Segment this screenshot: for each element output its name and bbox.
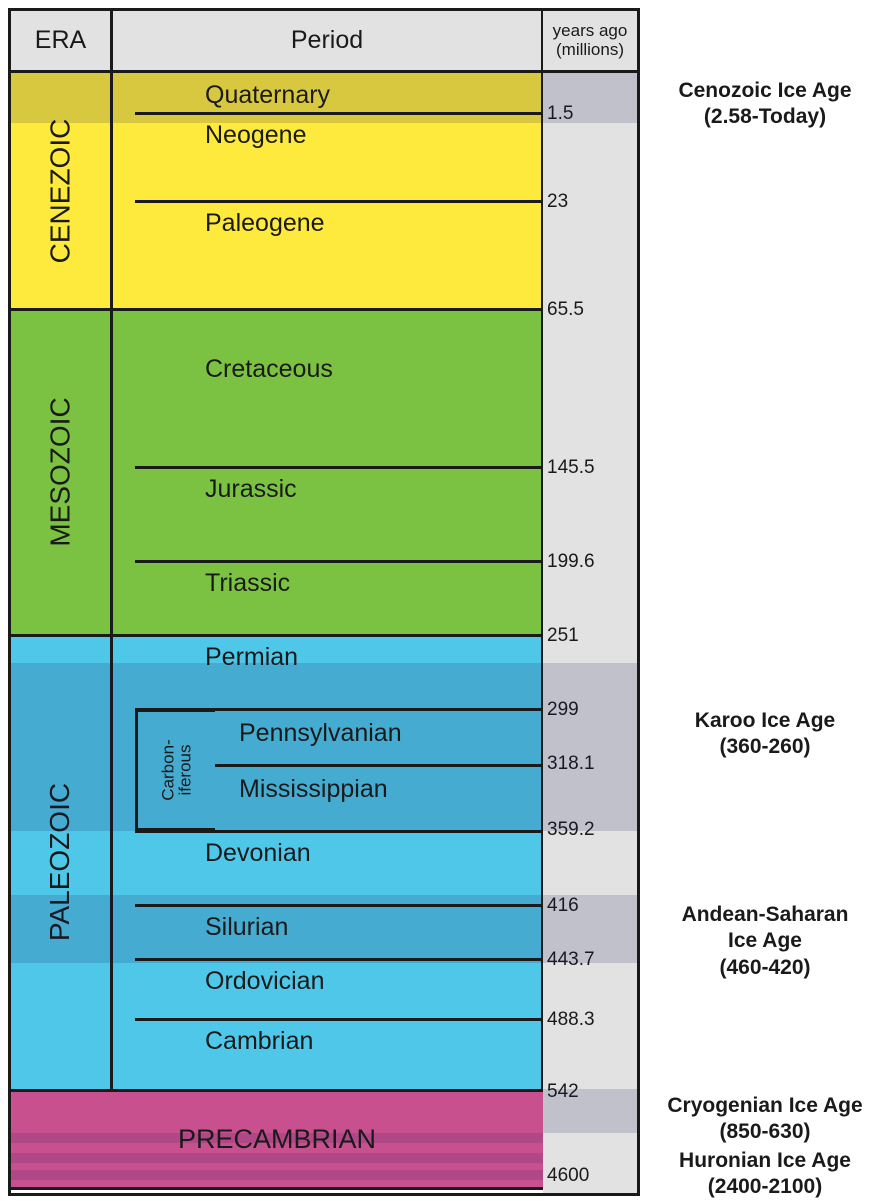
header-years-l2: (millions)	[556, 41, 624, 60]
header-years: years ago (millions)	[543, 11, 637, 70]
ice-age-annotation: Cryogenian Ice Age(850-630)	[650, 1093, 880, 1146]
years-column: 1.52365.5145.5199.6251299318.1359.241644…	[543, 73, 637, 1193]
period-divider	[135, 1018, 543, 1021]
header-era: ERA	[11, 11, 113, 70]
ice-age-annotation: Huronian Ice Age(2400-2100)	[650, 1148, 880, 1201]
period-label: Paleogene	[205, 209, 325, 238]
geologic-time-table: ERA Period years ago (millions) 1.52365.…	[8, 8, 640, 1196]
period-label: Silurian	[205, 913, 288, 942]
year-label: 4600	[547, 1165, 633, 1187]
ice-age-annotation: Cenozoic Ice Age(2.58-Today)	[650, 78, 880, 131]
carb-row	[113, 709, 543, 831]
year-label: 199.6	[547, 551, 633, 573]
period-label: Neogene	[205, 121, 306, 150]
header-years-l1: years ago	[553, 22, 628, 41]
era-divider	[11, 308, 543, 311]
period-jurassic: Jurassic	[113, 467, 543, 561]
period-divider	[135, 466, 543, 469]
period-ordovician: Ordovician	[113, 959, 543, 1019]
period-label: Permian	[205, 643, 298, 672]
period-divider	[135, 958, 543, 961]
period-label: Cambrian	[205, 1027, 313, 1056]
period-quaternary: Quaternary	[113, 73, 543, 113]
period-permian: Permian	[113, 635, 543, 709]
ice-age-annotation: Karoo Ice Age(360-260)	[650, 708, 880, 761]
period-label: Quaternary	[205, 81, 330, 110]
period-divider	[135, 200, 543, 203]
year-label: 23	[547, 191, 633, 213]
year-label: 145.5	[547, 457, 633, 479]
precambrian-label: PRECAMBRIAN	[11, 1089, 543, 1187]
period-neogene: Neogene	[113, 113, 543, 201]
period-label: Triassic	[205, 569, 290, 598]
era-text: MESOZOIC	[45, 397, 77, 546]
period-label: Devonian	[205, 839, 311, 868]
period-label: Cretaceous	[205, 355, 333, 384]
period-cambrian: Cambrian	[113, 1019, 543, 1089]
year-label: 251	[547, 625, 633, 647]
period-devonian: Devonian	[113, 831, 543, 905]
period-cretaceous: Cretaceous	[113, 309, 543, 467]
era-divider	[11, 634, 543, 637]
period-divider	[135, 560, 543, 563]
year-label: 65.5	[547, 299, 633, 321]
period-label: Ordovician	[205, 967, 325, 996]
era-text: CENEZOIC	[45, 119, 77, 264]
header-row: ERA Period years ago (millions)	[11, 11, 637, 73]
year-label: 488.3	[547, 1009, 633, 1031]
table-body: 1.52365.5145.5199.6251299318.1359.241644…	[11, 73, 637, 1193]
period-divider	[135, 112, 543, 115]
period-label: Jurassic	[205, 475, 297, 504]
ice-age-annotation: Andean-SaharanIce Age(460-420)	[650, 902, 880, 981]
header-period: Period	[113, 11, 543, 70]
bottom-border	[11, 1187, 543, 1190]
period-paleogene: Paleogene	[113, 201, 543, 309]
era-label-mesozoic: MESOZOIC	[11, 309, 113, 635]
period-silurian: Silurian	[113, 905, 543, 959]
period-triassic: Triassic	[113, 561, 543, 635]
period-divider	[135, 904, 543, 907]
